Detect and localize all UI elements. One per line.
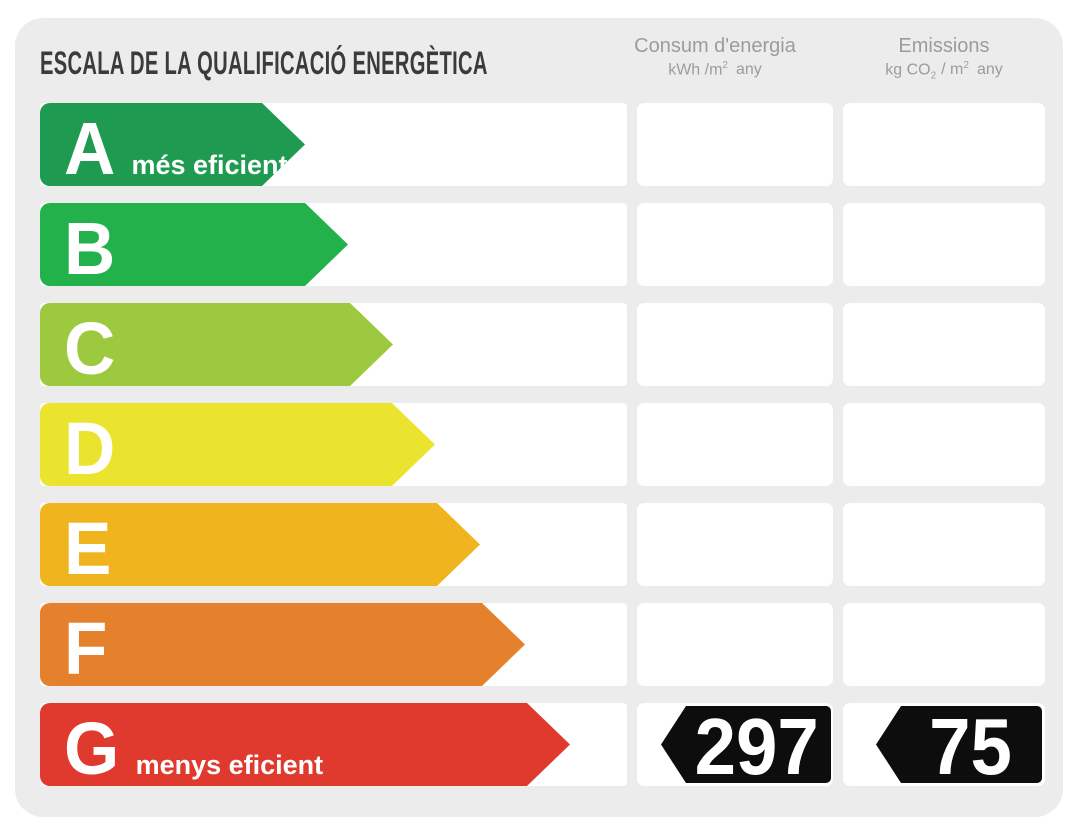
rating-bar-b: B: [40, 203, 348, 286]
rating-qualifier-g: menys eficient: [135, 750, 324, 780]
consumption-cell-d: [637, 403, 833, 486]
emissions-column-title: Emissions: [898, 35, 990, 57]
emissions-value-badge: 75: [876, 706, 1042, 783]
emissions-unit-mid: / m: [941, 61, 964, 79]
rating-row-g: G menys eficient 297 75: [40, 703, 1045, 786]
rating-track-f: F: [40, 603, 627, 686]
energy-label-panel: ESCALA DE LA QUALIFICACIÓ ENERGÈTICA Con…: [15, 18, 1063, 817]
page-title: ESCALA DE LA QUALIFICACIÓ ENERGÈTICA: [40, 45, 488, 81]
emissions-cell-b: [843, 203, 1045, 286]
rating-letter-a: A: [64, 107, 116, 190]
consumption-unit-tail: any: [735, 61, 762, 79]
rating-bar-c: C: [40, 303, 393, 386]
rating-track-e: E: [40, 503, 627, 586]
consumption-unit-superscript: 2: [722, 60, 728, 71]
consumption-cell-c: [637, 303, 833, 386]
emissions-column-header: Emissions kg CO2/ m2 any: [833, 34, 1055, 83]
emissions-unit-tail: any: [976, 61, 1003, 79]
rating-bar-f: F: [40, 603, 525, 686]
rating-row-b: B: [40, 203, 1045, 286]
consumption-cell-a: [637, 103, 833, 186]
rating-track-a: A més eficient: [40, 103, 627, 186]
rating-letter-b: B: [64, 207, 116, 290]
consumption-cell-f: [637, 603, 833, 686]
rating-row-f: F: [40, 603, 1045, 686]
emissions-cell-e: [843, 503, 1045, 586]
rating-track-g: G menys eficient: [40, 703, 627, 786]
consumption-value: 297: [694, 701, 820, 791]
rating-letter-g: G: [64, 707, 120, 790]
emissions-cell-a: [843, 103, 1045, 186]
emissions-cell-f: [843, 603, 1045, 686]
emissions-cell-d: [843, 403, 1045, 486]
rating-bar-e: E: [40, 503, 480, 586]
rating-letter-d: D: [64, 407, 116, 490]
consumption-unit-text: kWh /m: [668, 61, 723, 79]
emissions-column-unit: kg CO2/ m2 any: [833, 60, 1055, 83]
consumption-cell-b: [637, 203, 833, 286]
rating-track-d: D: [40, 403, 627, 486]
emissions-value: 75: [928, 701, 1012, 791]
consumption-cell-g: 297: [637, 703, 833, 786]
emissions-unit-superscript: 2: [963, 60, 969, 71]
rating-letter-f: F: [64, 607, 108, 690]
rating-bar-g: G menys eficient: [40, 703, 570, 786]
emissions-cell-g: 75: [843, 703, 1045, 786]
rating-bar-a: A més eficient: [40, 103, 305, 186]
rating-letter-e: E: [64, 507, 112, 590]
rating-qualifier-a: més eficient: [131, 150, 288, 180]
rating-bar-d: D: [40, 403, 435, 486]
emissions-unit-text: kg CO: [885, 61, 931, 79]
rating-track-c: C: [40, 303, 627, 386]
emissions-cell-c: [843, 303, 1045, 386]
emissions-unit-subscript: 2: [930, 70, 937, 82]
consumption-column-title: Consum d'energia: [634, 35, 796, 57]
rating-track-b: B: [40, 203, 627, 286]
consumption-value-badge: 297: [661, 706, 831, 783]
rating-rows: A més eficient B C: [40, 103, 1045, 803]
rating-row-a: A més eficient: [40, 103, 1045, 186]
consumption-column-unit: kWh /m2 any: [607, 60, 823, 80]
consumption-cell-e: [637, 503, 833, 586]
consumption-column-header: Consum d'energia kWh /m2 any: [607, 34, 823, 80]
rating-row-c: C: [40, 303, 1045, 386]
rating-row-d: D: [40, 403, 1045, 486]
rating-row-e: E: [40, 503, 1045, 586]
rating-letter-c: C: [64, 307, 116, 390]
